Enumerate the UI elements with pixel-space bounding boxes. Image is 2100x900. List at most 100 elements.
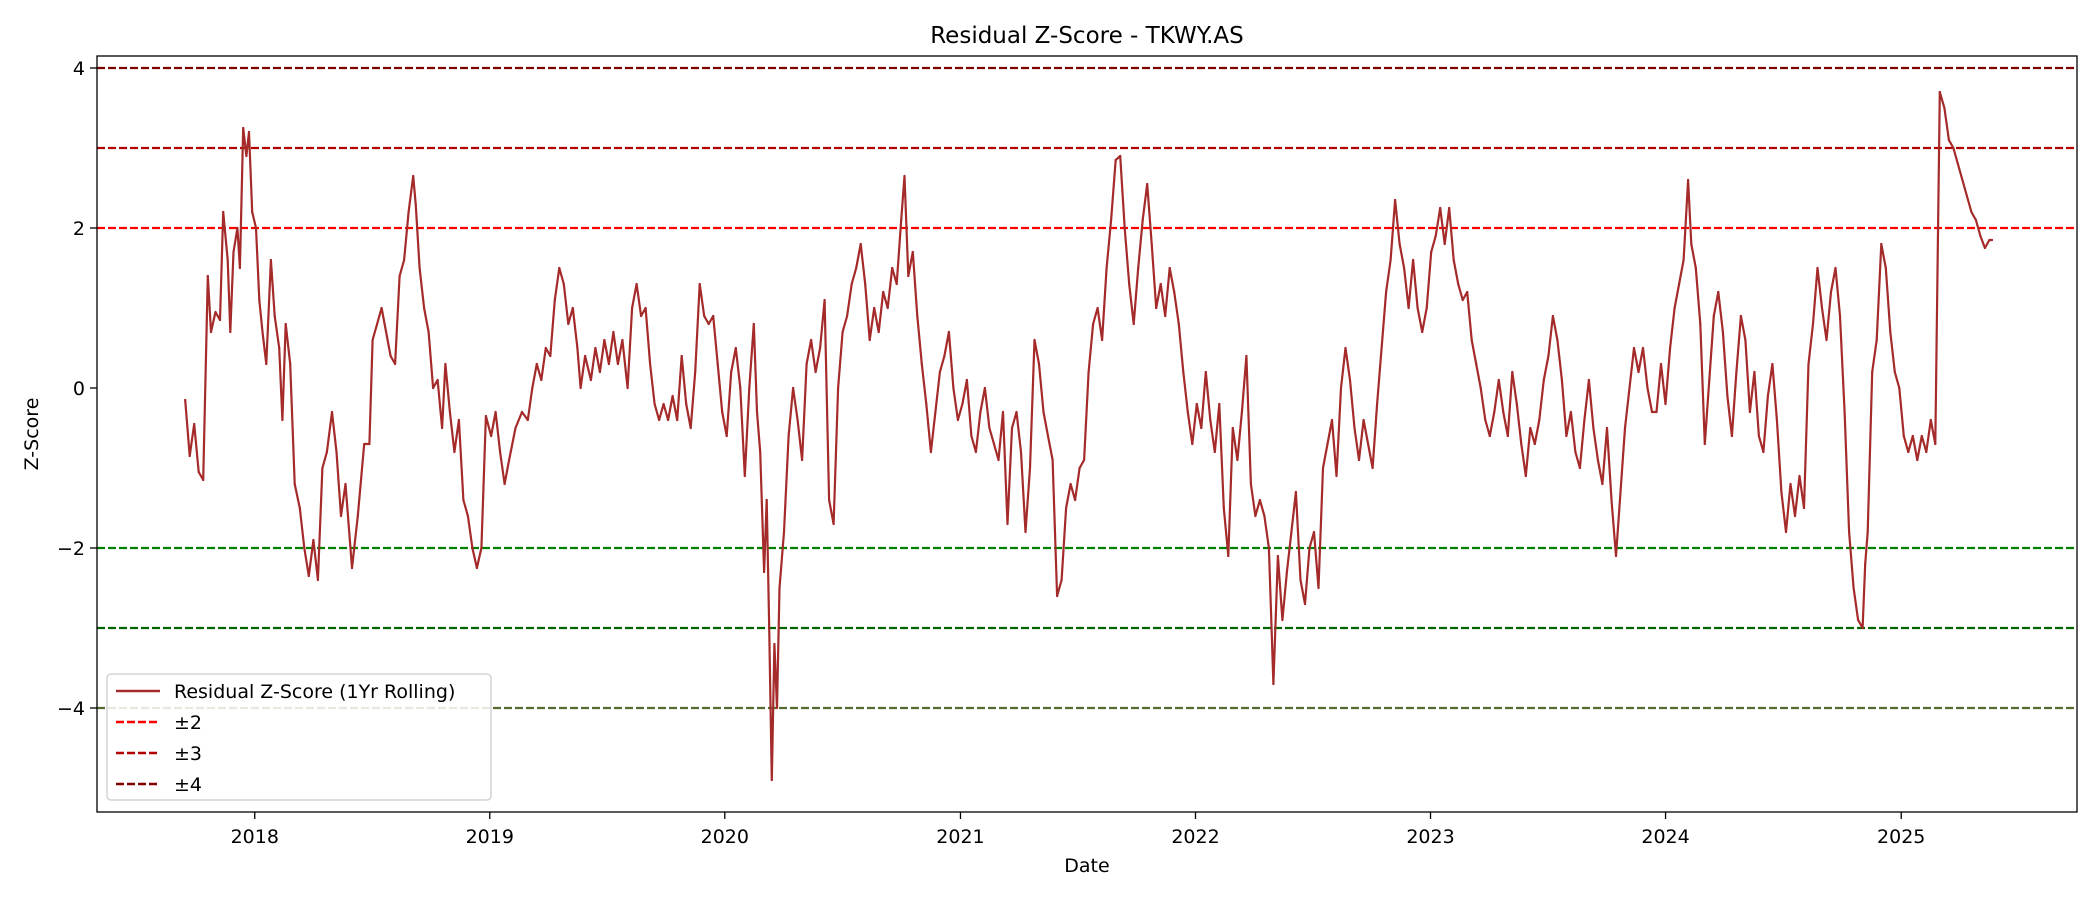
data-point <box>1110 218 1113 222</box>
data-point <box>1177 322 1180 326</box>
data-point <box>1087 370 1090 374</box>
data-point <box>444 362 447 366</box>
data-point <box>1766 394 1769 398</box>
data-point <box>1299 578 1302 582</box>
data-point <box>1371 466 1374 470</box>
data-point <box>278 346 281 350</box>
data-point <box>1703 442 1706 446</box>
data-point <box>882 290 885 294</box>
data-point <box>1569 410 1572 414</box>
data-point <box>480 546 483 550</box>
x-axis: 2018 2019 2020 2021 2022 2023 2024 2025 <box>231 812 1925 848</box>
y-tick-label: 4 <box>73 58 85 80</box>
x-tick-label: 2020 <box>701 826 749 848</box>
data-point <box>1990 238 1994 242</box>
series-line-0 <box>184 90 1994 782</box>
data-point <box>1911 434 1914 438</box>
data-point <box>1699 322 1702 326</box>
data-point <box>549 354 552 358</box>
data-point <box>649 362 652 366</box>
data-point <box>1664 402 1667 406</box>
data-point <box>1046 434 1050 438</box>
data-point <box>1123 226 1126 230</box>
data-point <box>503 482 506 486</box>
data-point <box>680 354 683 358</box>
data-point <box>1209 418 1212 422</box>
data-point <box>635 282 638 286</box>
data-point <box>321 466 324 470</box>
x-tick-label: 2023 <box>1406 826 1454 848</box>
data-point <box>658 418 661 422</box>
data-point <box>1857 618 1860 622</box>
data-point <box>1119 154 1122 158</box>
data-point <box>1520 442 1523 446</box>
data-point <box>1687 178 1690 182</box>
data-point <box>1019 450 1023 454</box>
data-point <box>1132 322 1135 326</box>
data-point <box>1866 530 1869 534</box>
data-point <box>787 434 790 438</box>
data-point <box>1105 266 1108 270</box>
data-point <box>895 282 898 286</box>
data-point <box>1155 306 1158 310</box>
data-point <box>540 378 543 382</box>
data-point <box>418 266 421 270</box>
data-point <box>1565 434 1568 438</box>
data-point <box>1789 482 1792 486</box>
data-point <box>1744 338 1747 342</box>
data-point <box>1222 506 1225 510</box>
data-point <box>703 314 706 318</box>
data-point <box>571 306 574 310</box>
data-point <box>544 346 547 350</box>
data-point <box>1920 434 1923 438</box>
data-point <box>916 314 919 318</box>
data-point <box>992 442 996 446</box>
data-point <box>864 282 867 286</box>
data-point <box>436 378 439 382</box>
data-point <box>1506 434 1509 438</box>
data-point <box>1128 282 1131 286</box>
data-point <box>1780 490 1783 494</box>
data-point <box>773 642 776 646</box>
data-point <box>499 450 502 454</box>
data-point <box>1678 282 1681 286</box>
data-point <box>768 626 771 630</box>
data-point <box>920 362 923 366</box>
data-point <box>662 402 665 406</box>
data-point <box>997 458 1000 462</box>
data-point <box>475 566 478 570</box>
data-point <box>490 434 493 438</box>
data-point <box>1074 498 1077 502</box>
data-point <box>1861 626 1864 630</box>
data-point <box>1542 378 1545 382</box>
data-point <box>911 250 914 254</box>
data-point <box>1880 242 1883 246</box>
data-point <box>1771 362 1774 366</box>
x-tick-label: 2024 <box>1641 826 1689 848</box>
data-point <box>1875 338 1878 342</box>
data-point <box>1497 378 1500 382</box>
x-tick-label: 2019 <box>466 826 514 848</box>
data-point <box>432 386 435 390</box>
data-point <box>368 442 371 446</box>
data-point <box>1317 586 1320 590</box>
data-point <box>1236 458 1239 462</box>
data-point <box>325 450 328 454</box>
data-point <box>721 410 724 414</box>
data-point <box>1601 482 1604 486</box>
data-point <box>316 578 319 582</box>
data-point <box>184 398 187 402</box>
data-point <box>1303 602 1307 606</box>
data-point <box>1947 138 1950 142</box>
data-point <box>644 306 647 310</box>
data-point <box>193 422 196 426</box>
data-point <box>1362 418 1365 422</box>
data-point <box>626 386 629 390</box>
data-point <box>877 330 880 334</box>
data-point <box>1051 458 1054 462</box>
data-point <box>778 586 781 590</box>
data-point <box>531 386 534 390</box>
data-point <box>1033 338 1036 342</box>
data-point <box>685 402 688 406</box>
y-axis-label: Z-Score <box>21 398 43 471</box>
